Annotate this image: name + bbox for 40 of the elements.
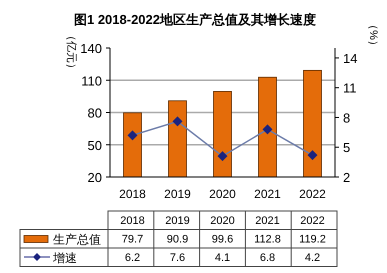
point (308, 150, 318, 160)
legend-label: 增速 (52, 251, 77, 265)
data-label: 90.9 (166, 234, 188, 246)
legend-label: 生产总值 (53, 232, 101, 246)
category-label: 2022 (300, 215, 325, 227)
data-label: 4.2 (304, 252, 320, 264)
x-tick-label: 2019 (164, 187, 192, 201)
data-label: 4.1 (214, 252, 230, 264)
y-tick-label: 110 (81, 73, 102, 88)
y2-axis-title: （%） (367, 19, 379, 51)
x-tick-label: 2020 (209, 187, 236, 201)
point (172, 116, 182, 126)
y2-tick-label: 5 (343, 140, 350, 156)
category-label: 2020 (210, 215, 235, 227)
chart-title: 图1 2018-2022地区生产总值及其增长速度 (74, 12, 316, 27)
x-tick-label: 2022 (299, 187, 326, 201)
data-label: 99.6 (212, 234, 234, 246)
y2-tick-label: 11 (343, 80, 356, 96)
data-label: 119.2 (299, 234, 326, 246)
point (262, 124, 272, 134)
y-tick-label: 20 (88, 170, 102, 185)
data-label: 6.2 (124, 252, 140, 264)
y-tick-label: 140 (80, 41, 102, 56)
category-label: 2019 (165, 215, 190, 227)
data-label: 79.7 (122, 234, 144, 246)
data-label: 7.6 (170, 252, 186, 264)
data-label: 6.8 (260, 252, 276, 264)
x-tick-label: 2018 (119, 187, 146, 201)
y-axis-title: （亿元） (65, 30, 77, 74)
y2-tick-label: 8 (343, 110, 350, 126)
y-tick-label: 50 (88, 138, 102, 153)
point (218, 151, 228, 162)
point (128, 130, 138, 140)
x-tick-label: 2021 (254, 187, 282, 201)
category-label: 2021 (255, 215, 280, 227)
y2-tick-label: 2 (343, 170, 350, 185)
category-label: 2018 (120, 215, 145, 227)
data-label: 112.8 (254, 234, 281, 246)
y2-tick-label: 14 (343, 50, 358, 66)
y-tick-label: 80 (88, 106, 102, 120)
